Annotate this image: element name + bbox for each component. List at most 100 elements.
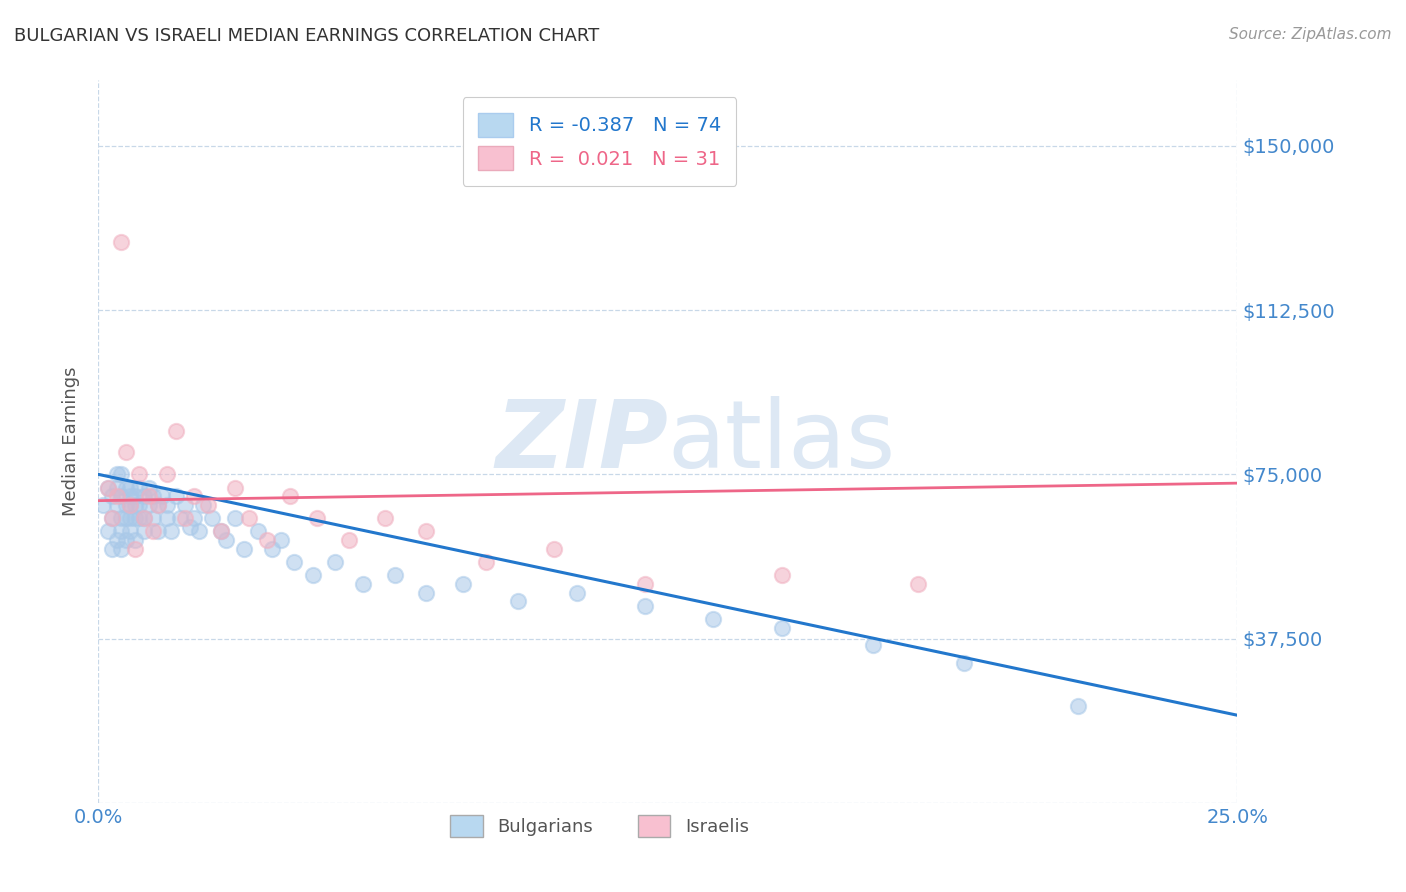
Point	[907, 577, 929, 591]
Point	[124, 533, 146, 547]
Point	[105, 498, 128, 512]
Point	[169, 511, 191, 525]
Point	[209, 524, 232, 539]
Point	[124, 498, 146, 512]
Point	[165, 489, 187, 503]
Point	[506, 594, 529, 608]
Point	[183, 511, 205, 525]
Point	[124, 489, 146, 503]
Point	[132, 511, 155, 525]
Point	[543, 541, 565, 556]
Point	[132, 489, 155, 503]
Point	[770, 568, 793, 582]
Point	[160, 524, 183, 539]
Point	[193, 498, 215, 512]
Text: BULGARIAN VS ISRAELI MEDIAN EARNINGS CORRELATION CHART: BULGARIAN VS ISRAELI MEDIAN EARNINGS COR…	[14, 27, 599, 45]
Point	[862, 638, 884, 652]
Point	[128, 481, 150, 495]
Point	[770, 621, 793, 635]
Point	[156, 511, 179, 525]
Point	[120, 524, 142, 539]
Point	[120, 498, 142, 512]
Point	[384, 568, 406, 582]
Point	[337, 533, 360, 547]
Point	[110, 541, 132, 556]
Point	[474, 555, 496, 569]
Point	[165, 424, 187, 438]
Point	[110, 511, 132, 525]
Point	[233, 541, 256, 556]
Point	[142, 489, 165, 503]
Point	[183, 489, 205, 503]
Point	[256, 533, 278, 547]
Point	[96, 524, 118, 539]
Point	[101, 541, 124, 556]
Point	[224, 481, 246, 495]
Point	[110, 235, 132, 250]
Text: Source: ZipAtlas.com: Source: ZipAtlas.com	[1229, 27, 1392, 42]
Point	[307, 511, 329, 525]
Point	[565, 585, 588, 599]
Point	[120, 489, 142, 503]
Point	[224, 511, 246, 525]
Point	[246, 524, 269, 539]
Point	[174, 511, 197, 525]
Point	[179, 520, 201, 534]
Point	[142, 511, 165, 525]
Point	[114, 445, 136, 459]
Point	[110, 489, 132, 503]
Point	[132, 524, 155, 539]
Point	[415, 524, 437, 539]
Point	[101, 489, 124, 503]
Point	[124, 511, 146, 525]
Point	[270, 533, 292, 547]
Point	[120, 511, 142, 525]
Point	[209, 524, 232, 539]
Point	[120, 481, 142, 495]
Point	[128, 511, 150, 525]
Point	[197, 498, 219, 512]
Point	[201, 511, 224, 525]
Y-axis label: Median Earnings: Median Earnings	[62, 367, 80, 516]
Point	[114, 498, 136, 512]
Point	[128, 467, 150, 482]
Point	[352, 577, 374, 591]
Point	[1067, 699, 1090, 714]
Point	[105, 533, 128, 547]
Point	[323, 555, 346, 569]
Point	[96, 481, 118, 495]
Point	[96, 481, 118, 495]
Point	[138, 498, 160, 512]
Point	[142, 524, 165, 539]
Point	[215, 533, 238, 547]
Point	[174, 498, 197, 512]
Point	[138, 481, 160, 495]
Point	[278, 489, 301, 503]
Legend: Bulgarians, Israelis: Bulgarians, Israelis	[443, 808, 756, 845]
Point	[634, 577, 657, 591]
Point	[146, 498, 169, 512]
Point	[132, 511, 155, 525]
Point	[110, 524, 132, 539]
Point	[124, 541, 146, 556]
Point	[120, 498, 142, 512]
Point	[138, 489, 160, 503]
Point	[105, 481, 128, 495]
Point	[114, 533, 136, 547]
Point	[128, 498, 150, 512]
Point	[634, 599, 657, 613]
Text: atlas: atlas	[668, 395, 896, 488]
Point	[146, 524, 169, 539]
Point	[105, 467, 128, 482]
Point	[110, 467, 132, 482]
Point	[451, 577, 474, 591]
Point	[114, 511, 136, 525]
Point	[953, 656, 976, 670]
Point	[187, 524, 209, 539]
Point	[283, 555, 305, 569]
Point	[101, 511, 124, 525]
Point	[156, 467, 179, 482]
Point	[238, 511, 260, 525]
Point	[156, 498, 179, 512]
Point	[374, 511, 396, 525]
